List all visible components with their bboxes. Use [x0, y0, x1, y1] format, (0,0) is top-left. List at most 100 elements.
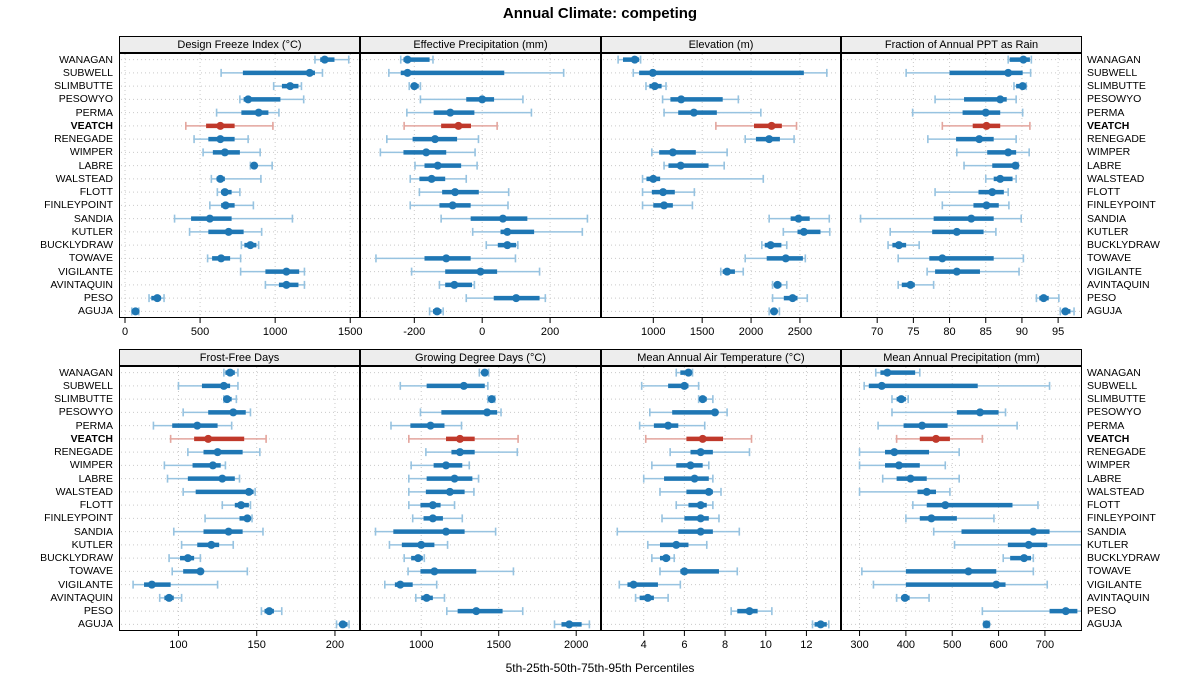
axis-tick-label: 8 [722, 639, 729, 651]
percentile-interval [414, 161, 478, 170]
station-label-left: PERMA [75, 419, 113, 432]
percentile-interval [249, 161, 273, 170]
percentile-interval [953, 540, 1082, 549]
percentile-interval [877, 421, 1018, 430]
percentile-interval [897, 254, 1025, 263]
station-label-left: RENEGADE [54, 133, 113, 146]
station-label-left: SUBWELL [62, 66, 113, 79]
percentile-interval [410, 267, 541, 276]
percentile-interval [861, 567, 1035, 576]
percentile-interval [409, 174, 468, 183]
percentile-interval [148, 294, 165, 303]
station-label-left: LABRE [78, 159, 113, 172]
percentile-interval [719, 267, 745, 276]
axis-tick-label: 90 [1015, 326, 1029, 338]
percentile-interval [768, 214, 831, 223]
axis-tick-label: 2000 [738, 326, 764, 338]
percentile-interval [239, 95, 305, 104]
station-label-right: SLIMBUTTE [1087, 393, 1146, 406]
percentile-interval [171, 567, 249, 576]
percentile-interval [905, 514, 995, 523]
axis-tick-label: 6 [681, 639, 688, 651]
station-label-left: BUCKLYDRAW [40, 552, 113, 565]
station-label-right: BUCKLYDRAW [1087, 239, 1160, 252]
percentile-interval [932, 527, 1082, 536]
percentile-interval [616, 527, 741, 536]
percentile-interval [210, 174, 262, 183]
station-label-right: FLOTT [1087, 499, 1121, 512]
station-label-left: SLIMBUTTE [54, 393, 113, 406]
percentile-interval [895, 434, 984, 443]
station-label-right: PESOWYO [1087, 406, 1142, 419]
percentile-interval [177, 381, 239, 390]
station-label-left: WANAGAN [59, 366, 113, 379]
station-label-left: FINLEYPOINT [44, 199, 113, 212]
station-label-right: FINLEYPOINT [1087, 199, 1156, 212]
panel-plot [119, 53, 360, 323]
station-label-left: AVINTAQUIN [50, 278, 113, 291]
percentile-interval [661, 514, 720, 523]
percentile-interval [911, 108, 1024, 117]
panel-title: Effective Precipitation (mm) [360, 36, 601, 53]
station-label-right: SUBWELL [1087, 379, 1138, 392]
station-label-right: AVINTAQUIN [1087, 278, 1150, 291]
station-label-right: PERMA [1087, 106, 1125, 119]
percentile-interval [858, 487, 951, 496]
panel-plot [360, 366, 601, 636]
percentile-interval [697, 395, 714, 404]
panel-title: Design Freeze Index (°C) [119, 36, 360, 53]
station-label-left: VIGILANTE [58, 578, 113, 591]
percentile-interval [403, 554, 426, 563]
axis-tick-label: 1000 [408, 639, 434, 651]
station-label-left: VEATCH [70, 432, 113, 445]
percentile-interval [744, 254, 807, 263]
percentile-interval [644, 434, 753, 443]
percentile-interval [375, 254, 517, 263]
percentile-interval [641, 174, 765, 183]
station-label-right: FLOTT [1087, 186, 1121, 199]
percentile-interval [771, 294, 809, 303]
percentile-interval [185, 121, 274, 130]
percentile-interval [649, 408, 728, 417]
percentile-interval [465, 294, 547, 303]
percentile-interval [642, 474, 714, 483]
percentile-interval [411, 514, 464, 523]
percentile-interval [158, 593, 183, 602]
panel-plot [601, 53, 841, 323]
percentile-interval [941, 121, 1031, 130]
panel-title: Fraction of Annual PPT as Rain [841, 36, 1082, 53]
percentile-interval [173, 214, 294, 223]
percentile-interval [934, 188, 1009, 197]
station-label-left: PESOWYO [58, 406, 113, 419]
percentile-interval [240, 241, 260, 250]
percentile-interval [895, 593, 930, 602]
percentile-interval [651, 554, 676, 563]
station-label-left: TOWAVE [68, 565, 113, 578]
percentile-interval [1059, 307, 1075, 316]
axis-tick-label: -200 [403, 326, 426, 338]
percentile-interval [651, 148, 728, 157]
percentile-interval [645, 82, 667, 91]
percentile-interval [408, 501, 456, 510]
panel-plot [601, 366, 841, 636]
station-label-left: FLOTT [79, 499, 113, 512]
percentile-interval [152, 421, 233, 430]
percentile-interval [130, 307, 140, 316]
percentile-interval [858, 461, 947, 470]
percentile-interval [963, 161, 1020, 170]
station-label-right: WIMPER [1087, 459, 1131, 472]
percentile-interval [168, 554, 202, 563]
percentile-interval [1013, 82, 1028, 91]
axis-tick-label: 200 [325, 639, 345, 651]
station-label-left: AGUJA [77, 305, 113, 318]
percentile-interval [425, 448, 519, 457]
percentile-interval [216, 188, 241, 197]
station-label-right: AGUJA [1087, 618, 1123, 631]
percentile-interval [881, 474, 960, 483]
station-label-right: VIGILANTE [1087, 265, 1142, 278]
percentile-interval [675, 368, 694, 377]
percentile-interval [440, 214, 589, 223]
percentile-interval [408, 434, 519, 443]
percentile-interval [744, 135, 795, 144]
percentile-interval [941, 201, 1010, 210]
